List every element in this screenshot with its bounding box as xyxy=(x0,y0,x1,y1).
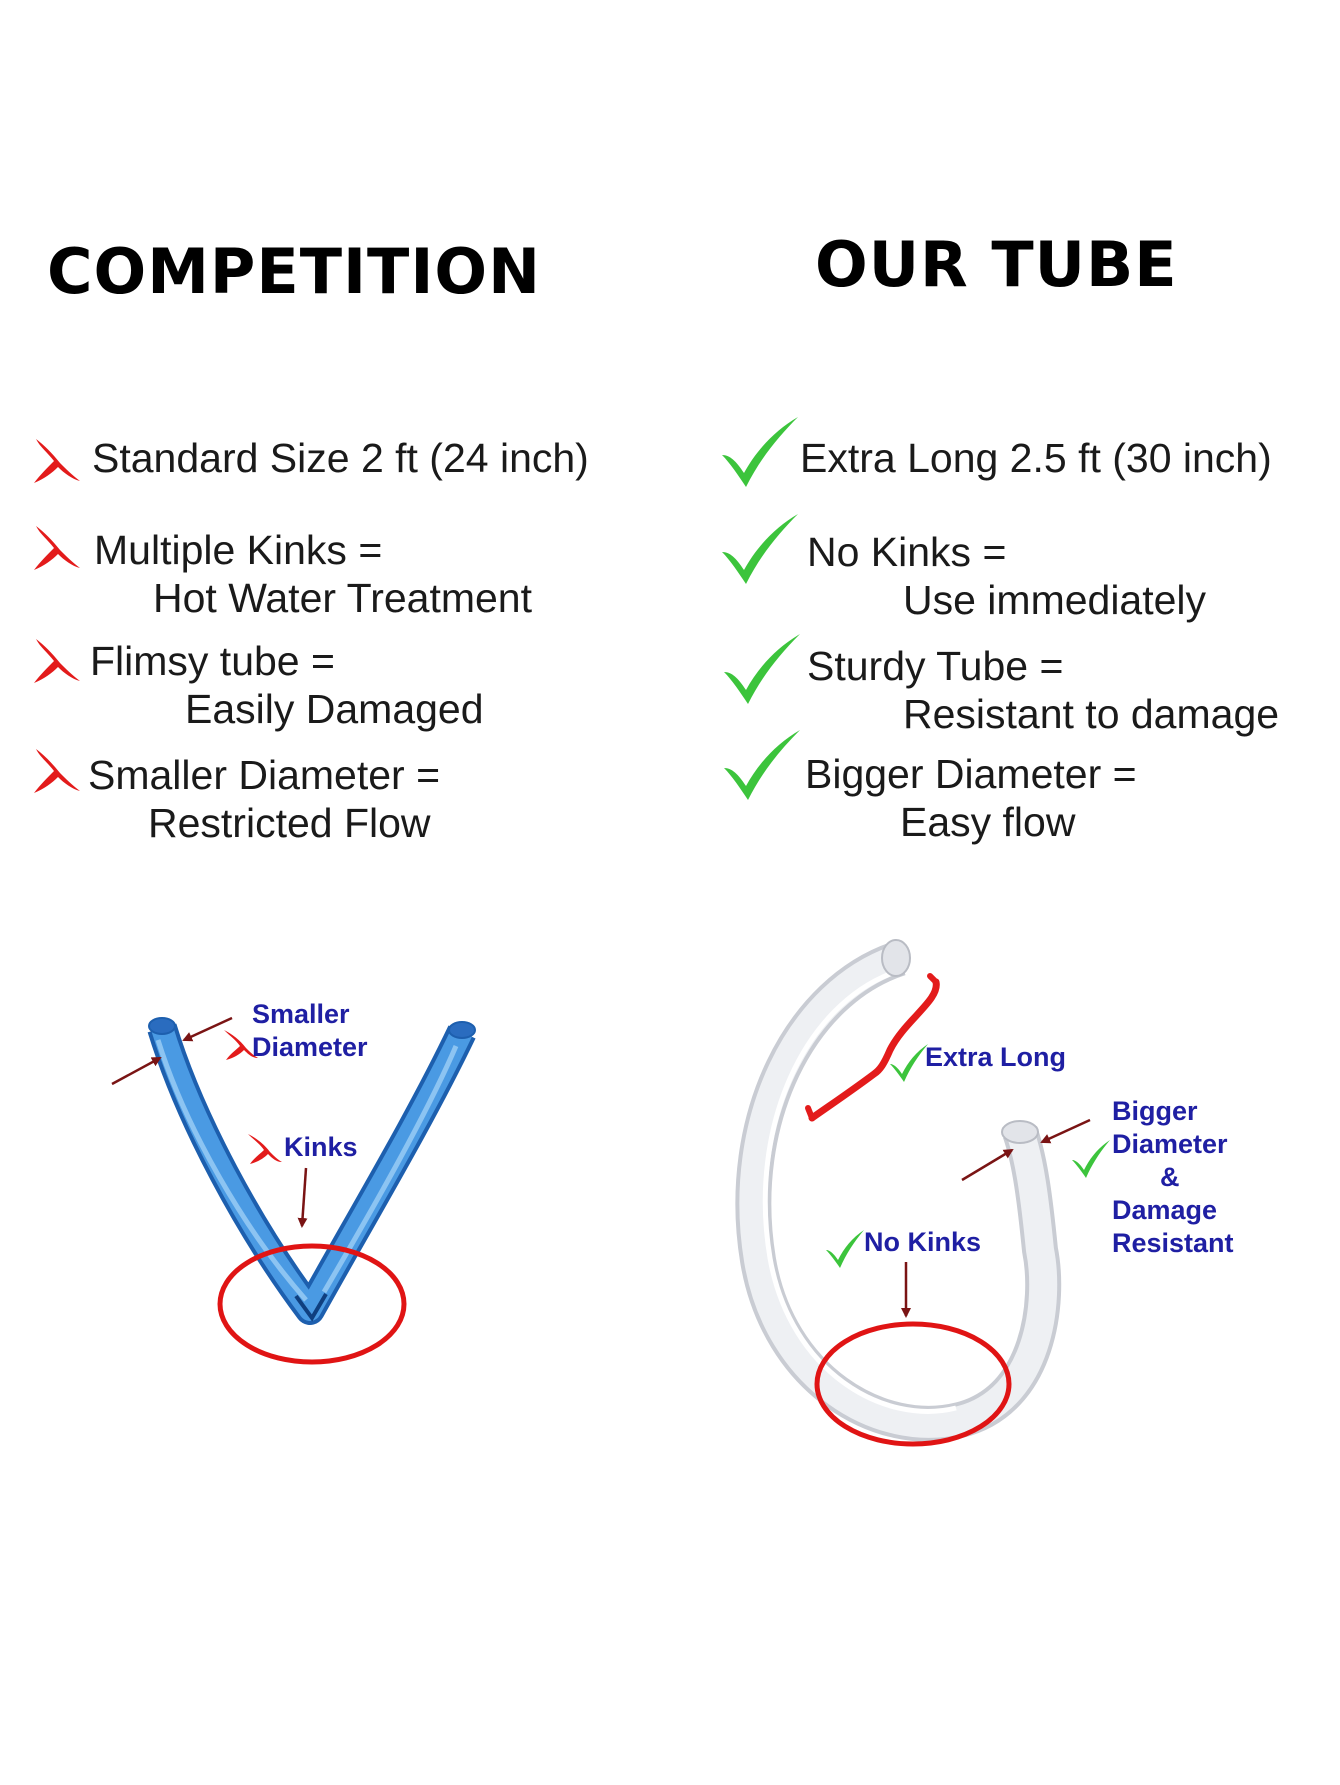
green-check-icon xyxy=(722,514,798,584)
callout-diameter: Diameter xyxy=(252,1032,368,1062)
arrow-icon xyxy=(1040,1118,1091,1144)
arrow-icon xyxy=(961,1148,1014,1182)
competition-heading: COMPETITION xyxy=(47,235,542,308)
callout-diameter: Diameter xyxy=(1112,1129,1228,1159)
callout-kinks: Kinks xyxy=(284,1132,358,1162)
green-check-icon xyxy=(1072,1140,1110,1178)
our-tube-item-subtext: Easy flow xyxy=(900,799,1076,845)
red-x-icon xyxy=(224,1030,258,1060)
green-check-icon xyxy=(890,1044,928,1082)
arrow-icon xyxy=(111,1056,162,1086)
no-kink-circle xyxy=(814,1321,1012,1447)
competition-item-text: Standard Size 2 ft (24 inch) xyxy=(92,435,589,481)
callout-no-kinks: No Kinks xyxy=(864,1227,982,1257)
green-check-icon xyxy=(724,634,800,704)
green-check-icon xyxy=(722,417,798,487)
green-check-icon xyxy=(724,730,800,800)
our-tube-item-text: Bigger Diameter = xyxy=(805,751,1137,797)
red-x-icon xyxy=(34,526,80,570)
blue-tube-photo xyxy=(147,1017,476,1325)
competition-item-subtext: Easily Damaged xyxy=(185,686,484,732)
length-marker xyxy=(808,978,940,1122)
callout-extra-long: Extra Long xyxy=(925,1042,1067,1072)
competition-item-subtext: Hot Water Treatment xyxy=(153,575,532,621)
our-tube-item-text: Extra Long 2.5 ft (30 inch) xyxy=(800,435,1272,481)
arrow-icon xyxy=(297,1167,308,1228)
callout-damage: Damage xyxy=(1112,1195,1218,1225)
callout-resistant: Resistant xyxy=(1112,1228,1234,1258)
callout-bigger: Bigger xyxy=(1112,1096,1198,1126)
competition-item-text: Flimsy tube = xyxy=(90,638,335,684)
red-x-icon xyxy=(34,749,80,793)
red-x-icon xyxy=(34,639,80,683)
red-x-icon xyxy=(34,439,80,483)
competition-item-text: Smaller Diameter = xyxy=(88,752,441,798)
our-tube-item-text: Sturdy Tube = xyxy=(807,643,1064,689)
competition-item-text: Multiple Kinks = xyxy=(94,527,383,573)
clear-tube-photo xyxy=(735,939,1062,1442)
callout-smaller: Smaller xyxy=(252,999,350,1029)
kink-circle xyxy=(217,1243,407,1365)
green-check-icon xyxy=(826,1230,864,1268)
competition-item-subtext: Restricted Flow xyxy=(148,800,431,846)
red-x-icon xyxy=(248,1134,282,1164)
callout-and: & xyxy=(1160,1162,1180,1192)
our-tube-item-subtext: Use immediately xyxy=(903,577,1207,623)
arrow-icon xyxy=(182,1016,233,1042)
our-tube-heading: OUR TUBE xyxy=(815,228,1178,301)
our-tube-item-text: No Kinks = xyxy=(807,529,1007,575)
our-tube-item-subtext: Resistant to damage xyxy=(903,691,1280,737)
